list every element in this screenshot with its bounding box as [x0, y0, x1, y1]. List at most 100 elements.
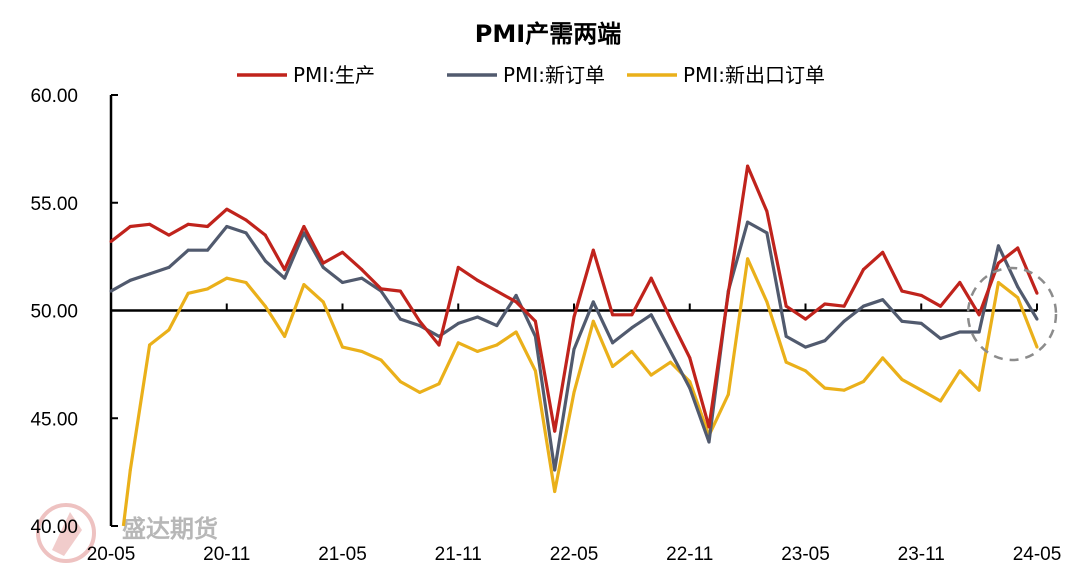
data-point — [553, 490, 557, 494]
data-point — [225, 207, 229, 211]
data-point — [572, 347, 576, 351]
data-point — [418, 324, 422, 328]
data-point — [784, 304, 788, 308]
data-point — [823, 386, 827, 390]
data-point — [302, 231, 306, 235]
data-point — [167, 328, 171, 332]
data-point — [148, 272, 152, 276]
data-point — [263, 233, 267, 237]
data-point — [533, 334, 537, 338]
data-point — [128, 224, 132, 228]
data-point — [668, 360, 672, 364]
data-point — [553, 468, 557, 472]
data-point — [572, 315, 576, 319]
series-line-1 — [110, 220, 1039, 472]
data-point — [128, 468, 132, 472]
data-point — [784, 334, 788, 338]
data-point — [1016, 296, 1020, 300]
data-point — [977, 388, 981, 392]
data-point — [881, 250, 885, 254]
watermark-text: 盛达期货 — [122, 515, 218, 543]
data-point — [707, 440, 711, 444]
data-point — [804, 345, 807, 349]
data-point — [360, 268, 364, 272]
data-point — [109, 289, 113, 293]
data-point — [726, 393, 730, 397]
data-point — [726, 291, 730, 295]
data-point — [341, 250, 344, 254]
data-point — [707, 425, 711, 429]
data-point — [321, 300, 325, 304]
data-point — [514, 330, 518, 334]
data-point — [900, 377, 904, 381]
legend: PMI:生产 PMI:新订单 PMI:新出口订单 — [237, 63, 825, 87]
data-point — [476, 315, 480, 319]
data-point — [591, 248, 595, 252]
data-point — [109, 240, 113, 244]
data-point — [553, 429, 557, 433]
data-point — [765, 209, 769, 213]
data-point — [495, 289, 499, 293]
data-point — [341, 280, 344, 284]
data-point — [630, 313, 634, 317]
data-point — [919, 293, 923, 297]
data-point — [244, 231, 248, 235]
data-point — [167, 265, 171, 269]
data-point — [649, 313, 653, 317]
data-point — [225, 276, 229, 280]
x-tick-label: 23-11 — [898, 544, 945, 565]
y-tick-label: 40.00 — [30, 517, 78, 538]
data-point — [765, 300, 769, 304]
data-point — [283, 334, 287, 338]
data-point — [360, 349, 364, 353]
legend-label: PMI:新出口订单 — [683, 63, 825, 87]
data-point — [611, 365, 615, 369]
data-point — [456, 341, 460, 345]
data-point — [225, 224, 229, 228]
data-point — [1016, 246, 1020, 250]
x-tick-label: 22-11 — [666, 544, 713, 565]
data-point — [611, 313, 615, 317]
data-point — [418, 319, 422, 323]
data-point — [1016, 285, 1020, 289]
x-tick-label: 22-05 — [550, 544, 599, 565]
data-point — [514, 300, 518, 304]
data-point — [804, 317, 807, 321]
data-point — [456, 321, 460, 325]
data-point — [591, 300, 595, 304]
data-point — [842, 319, 846, 323]
data-point — [977, 313, 981, 317]
data-point — [437, 343, 441, 347]
data-point — [148, 222, 152, 226]
data-point — [476, 349, 480, 353]
data-point — [996, 244, 1000, 248]
data-point — [842, 388, 846, 392]
highlight-dashed-circle — [966, 266, 1058, 362]
data-point — [167, 233, 171, 237]
x-tick-label: 24-05 — [1013, 544, 1062, 565]
data-point — [418, 390, 422, 394]
data-point — [977, 330, 981, 334]
data-point — [649, 276, 653, 280]
x-tick-label: 20-05 — [87, 544, 136, 565]
data-point — [668, 317, 672, 321]
data-point — [900, 319, 904, 323]
chart-title: PMI产需两端 — [475, 20, 621, 48]
x-tick-label: 20-11 — [203, 544, 250, 565]
data-point — [302, 283, 306, 287]
data-point — [630, 326, 634, 330]
data-point — [688, 386, 692, 390]
data-point — [148, 343, 152, 347]
data-point — [861, 268, 865, 272]
data-point — [398, 289, 402, 293]
data-point — [244, 218, 248, 222]
data-point — [360, 276, 364, 280]
watermark-logo-mark — [52, 512, 82, 556]
data-point — [533, 369, 537, 373]
data-point — [823, 302, 827, 306]
data-point — [205, 248, 209, 252]
data-point — [283, 276, 287, 280]
data-point — [996, 261, 1000, 265]
data-point — [746, 220, 750, 224]
